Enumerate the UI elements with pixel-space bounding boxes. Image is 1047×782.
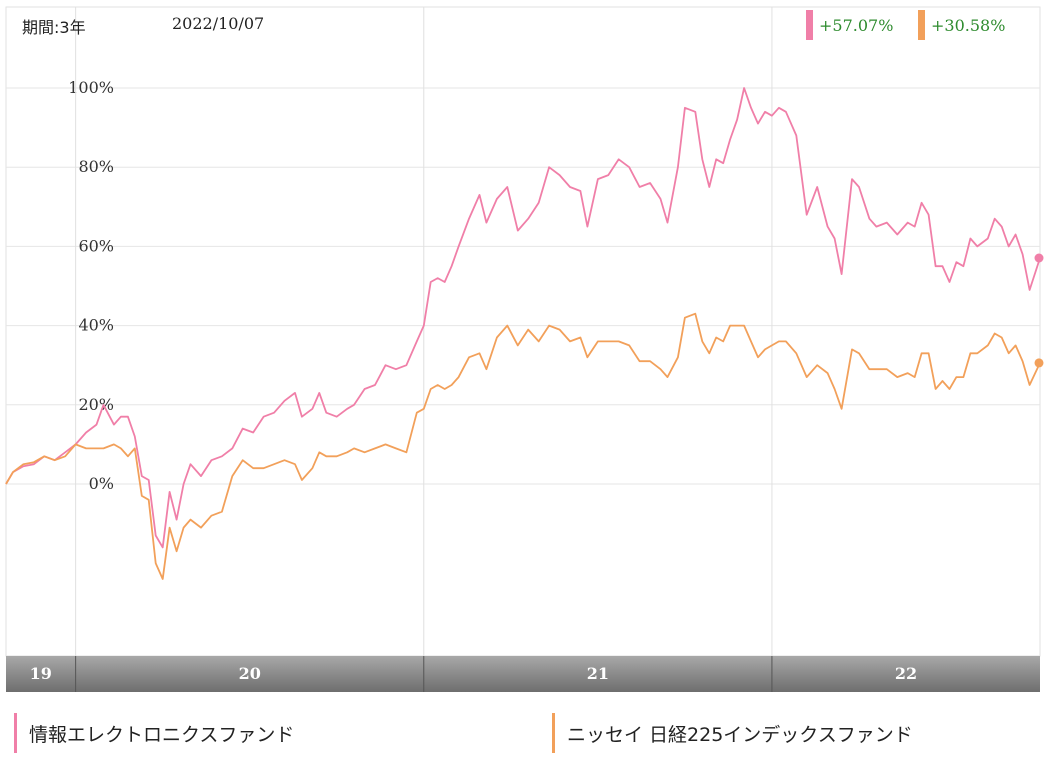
plot-area [5,6,1041,657]
series-end-marker-1 [1034,253,1044,263]
legend-label-2: ニッセイ 日経225インデックスファンド [567,723,913,746]
y-tick-label: 0% [89,474,114,493]
y-tick-label: 60% [78,236,114,255]
legend-swatch-2 [552,713,555,753]
line-chart: 0% 20% 40% 60% 80% 100% 19 20 21 22 [5,6,1044,692]
legend-item-1: 情報エレクトロニクスファンド [14,710,294,756]
summary-series-1: +57.07% [806,10,893,40]
x-tick-label: 22 [895,664,917,683]
series-line-1 [5,87,1041,549]
y-tick-label: 20% [78,395,114,414]
legend-label-1: 情報エレクトロニクスファンド [29,723,295,746]
y-tick-label: 40% [78,316,114,335]
x-tick-label: 19 [30,664,52,683]
chart: 0% 20% 40% 60% 80% 100% 19 20 21 22 期間:3年 2022/10… [5,6,1044,692]
legend-swatch-1 [14,713,17,753]
summary-swatch-1 [806,10,813,40]
date-label: 2022/10/07 [172,14,265,33]
x-axis-band [6,656,1040,692]
summary-swatch-2 [918,10,925,40]
summary-value-1: +57.07% [819,15,894,35]
y-tick-label: 80% [78,157,114,176]
x-tick-label: 21 [587,664,609,683]
series-line-2 [5,312,1041,580]
x-tick-label: 20 [239,664,261,683]
summary-series-2: +30.58% [918,10,1005,40]
series-end-marker-2 [1034,358,1044,368]
legend-item-2: ニッセイ 日経225インデックスファンド [552,710,913,756]
summary-value-2: +30.58% [931,15,1006,35]
y-tick-label: 100% [68,78,114,97]
period-label: 期間:3年 [22,18,86,37]
